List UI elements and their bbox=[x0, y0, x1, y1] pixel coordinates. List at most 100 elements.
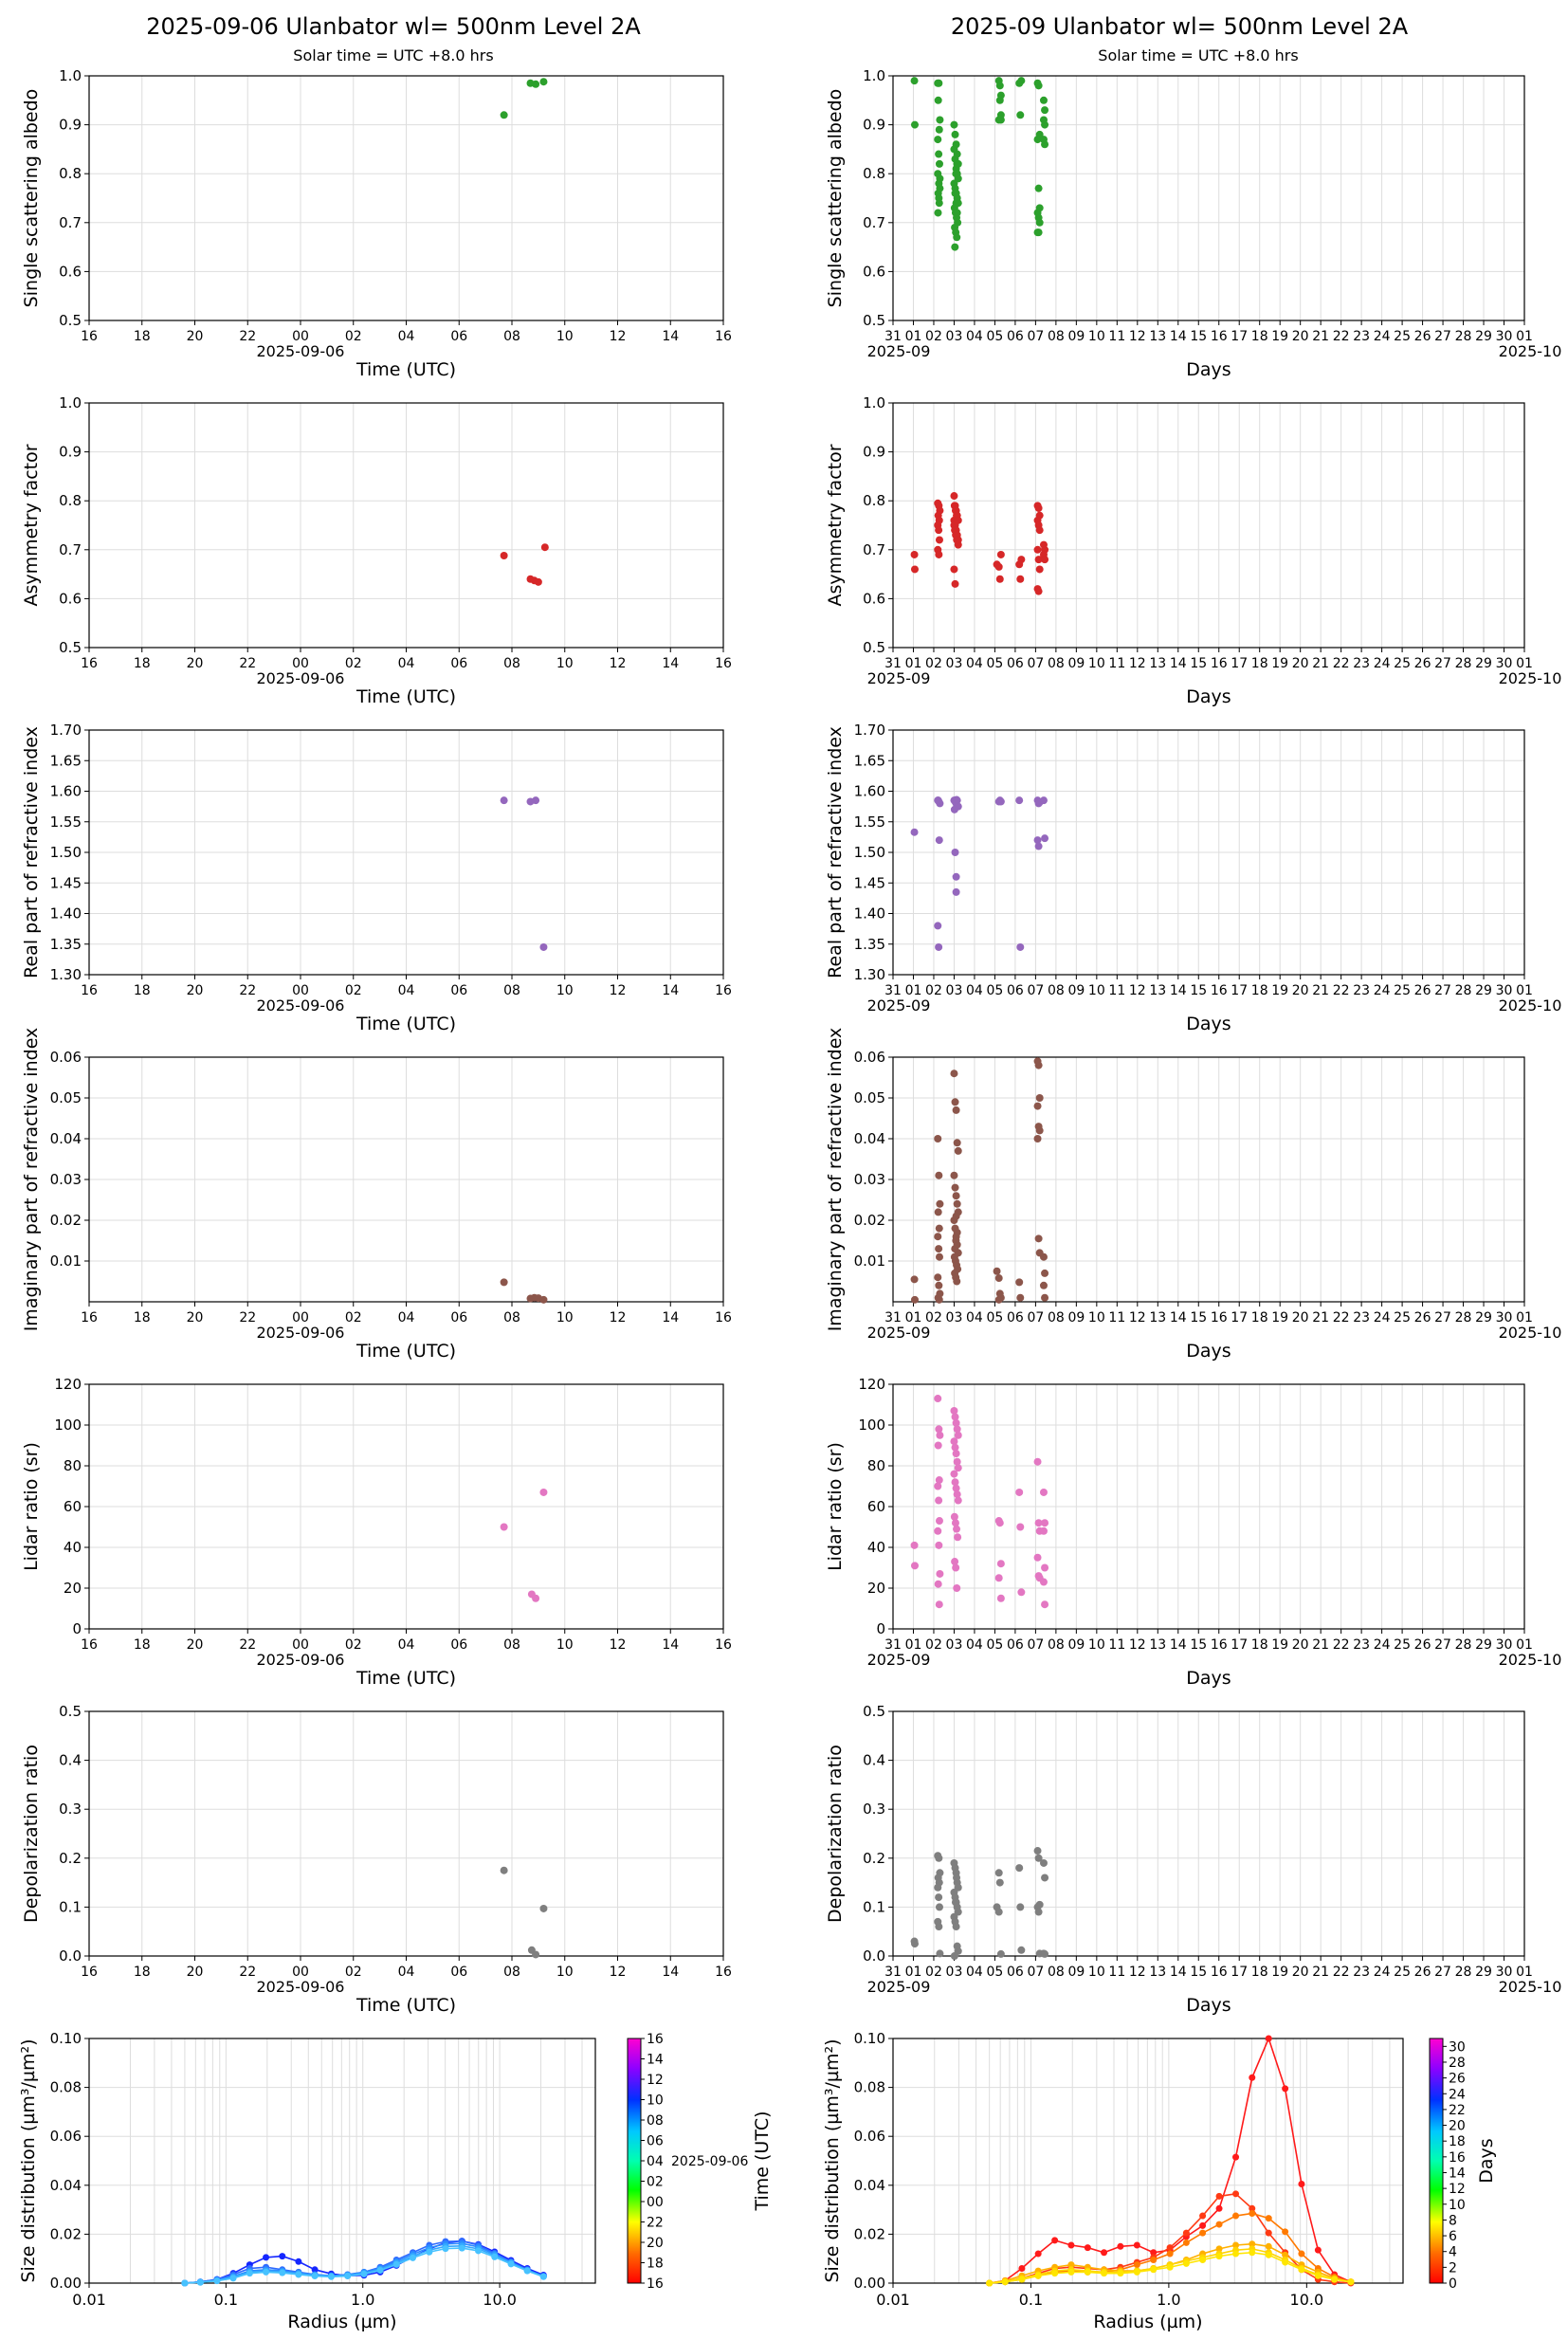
data-point bbox=[996, 1594, 1005, 1602]
x-tick-label: 04 bbox=[966, 1310, 983, 1325]
x-tick-label: 1.0 bbox=[1157, 2291, 1180, 2309]
data-point bbox=[935, 526, 943, 535]
x-end-label: 2025-10 bbox=[1499, 1651, 1562, 1669]
series-point bbox=[1117, 2242, 1124, 2250]
data-point bbox=[1039, 1281, 1048, 1289]
data-point bbox=[951, 579, 959, 588]
x-tick-label: 22 bbox=[1333, 1637, 1350, 1653]
x-axis-label: Time (UTC) bbox=[356, 1014, 456, 1034]
x-tick-label: 16 bbox=[1211, 329, 1228, 344]
series-point bbox=[1282, 2085, 1289, 2093]
data-point bbox=[935, 1281, 943, 1289]
series-point bbox=[1150, 2256, 1158, 2263]
x-start-label: 2025-09 bbox=[867, 996, 931, 1015]
data-point bbox=[936, 1199, 944, 1208]
data-point bbox=[952, 1450, 960, 1458]
x-tick-label: 16 bbox=[81, 1637, 98, 1653]
series-point bbox=[1034, 2250, 1042, 2258]
series-point bbox=[344, 2273, 352, 2280]
y-tick-label: 1.55 bbox=[50, 814, 82, 831]
data-point bbox=[952, 1106, 960, 1114]
data-point bbox=[936, 1431, 944, 1439]
x-tick-label: 06 bbox=[1007, 1637, 1024, 1653]
series-point bbox=[1249, 2209, 1256, 2217]
series-point bbox=[229, 2275, 237, 2282]
y-tick-label: 0.5 bbox=[59, 1703, 82, 1720]
data-point bbox=[935, 536, 943, 544]
y-tick-label: 120 bbox=[858, 1376, 885, 1393]
colorbar-tick-label: 6 bbox=[1449, 2229, 1457, 2244]
x-axis-label: Days bbox=[1186, 1995, 1231, 2016]
y-tick-label: 0.0 bbox=[59, 1947, 82, 1965]
y-tick-label: 20 bbox=[64, 1580, 82, 1597]
data-point bbox=[935, 159, 943, 168]
data-point bbox=[934, 1208, 942, 1216]
x-tick-label: 25 bbox=[1394, 656, 1411, 671]
x-tick-label: 04 bbox=[966, 656, 983, 671]
y-tick-label: 0.7 bbox=[59, 541, 82, 558]
x-date-label: 2025-09-06 bbox=[257, 1651, 345, 1669]
y-tick-label: 1.0 bbox=[863, 67, 885, 84]
x-tick-label: 08 bbox=[1048, 656, 1065, 671]
x-tick-label: 28 bbox=[1455, 1310, 1472, 1325]
x-tick-label: 28 bbox=[1455, 1637, 1472, 1653]
y-tick-label: 40 bbox=[64, 1539, 82, 1556]
series-point bbox=[311, 2273, 319, 2280]
x-tick-label: 13 bbox=[1149, 329, 1166, 344]
y-tick-label: 20 bbox=[867, 1580, 885, 1597]
x-tick-label: 11 bbox=[1108, 1637, 1125, 1653]
y-tick-label: 1.60 bbox=[854, 783, 885, 800]
x-tick-label: 10 bbox=[556, 1637, 574, 1653]
y-tick-label: 0.02 bbox=[854, 1212, 885, 1229]
series-point bbox=[1199, 2229, 1207, 2237]
x-tick-label: 08 bbox=[503, 1965, 520, 1980]
y-tick-label: 100 bbox=[54, 1417, 82, 1434]
data-point bbox=[951, 1098, 959, 1106]
x-tick-label: 11 bbox=[1108, 329, 1125, 344]
x-tick-label: 14 bbox=[1170, 1965, 1187, 1980]
y-tick-label: 0.8 bbox=[863, 492, 885, 509]
series-point bbox=[1101, 2270, 1108, 2277]
data-point bbox=[934, 1273, 942, 1282]
data-point bbox=[540, 543, 549, 552]
x-tick-label: 05 bbox=[987, 983, 1004, 998]
x-tick-label: 08 bbox=[503, 329, 520, 344]
y-axis-label: Size distribution (µm³/µm²) bbox=[18, 2038, 39, 2282]
y-tick-label: 0.00 bbox=[854, 2275, 885, 2292]
x-tick-label: 08 bbox=[503, 1637, 520, 1653]
x-tick-label: 28 bbox=[1455, 656, 1472, 671]
colorbar-tick-label: 20 bbox=[647, 2236, 664, 2251]
y-tick-label: 0.7 bbox=[863, 214, 885, 231]
plot-frame bbox=[892, 1710, 1525, 1957]
series-point bbox=[1182, 2229, 1190, 2237]
x-tick-label: 06 bbox=[450, 1310, 467, 1325]
series-point bbox=[1249, 2240, 1256, 2248]
y-tick-label: 0.03 bbox=[854, 1171, 885, 1188]
data-point bbox=[954, 1146, 962, 1155]
x-tick-label: 29 bbox=[1475, 1637, 1492, 1653]
x-tick-label: 16 bbox=[81, 329, 98, 344]
x-tick-label: 08 bbox=[503, 1310, 520, 1325]
x-tick-label: 06 bbox=[450, 1637, 467, 1653]
data-point bbox=[1035, 526, 1044, 535]
series-point bbox=[986, 2279, 994, 2287]
data-point bbox=[951, 1245, 959, 1253]
x-tick-label: 07 bbox=[1027, 1637, 1044, 1653]
data-point bbox=[935, 125, 943, 134]
left-title: 2025-09-06 Ulanbator wl= 500nm Level 2A bbox=[146, 13, 641, 40]
series-point bbox=[376, 2267, 384, 2275]
x-end-label: 2025-10 bbox=[1499, 669, 1562, 687]
x-tick-label: 30 bbox=[1496, 983, 1513, 998]
data-point bbox=[935, 1252, 943, 1261]
series-point bbox=[1282, 2251, 1289, 2258]
y-tick-label: 0 bbox=[72, 1620, 82, 1637]
x-tick-label: 22 bbox=[239, 1310, 256, 1325]
x-tick-label: 06 bbox=[450, 656, 467, 671]
data-point bbox=[953, 233, 961, 242]
y-tick-label: 1.45 bbox=[854, 874, 885, 891]
series-point bbox=[1215, 2204, 1223, 2212]
x-tick-label: 08 bbox=[503, 656, 520, 671]
x-axis-label: Time (UTC) bbox=[356, 1995, 456, 2016]
x-tick-label: 0.01 bbox=[72, 2291, 106, 2309]
y-tick-label: 1.30 bbox=[50, 966, 82, 983]
